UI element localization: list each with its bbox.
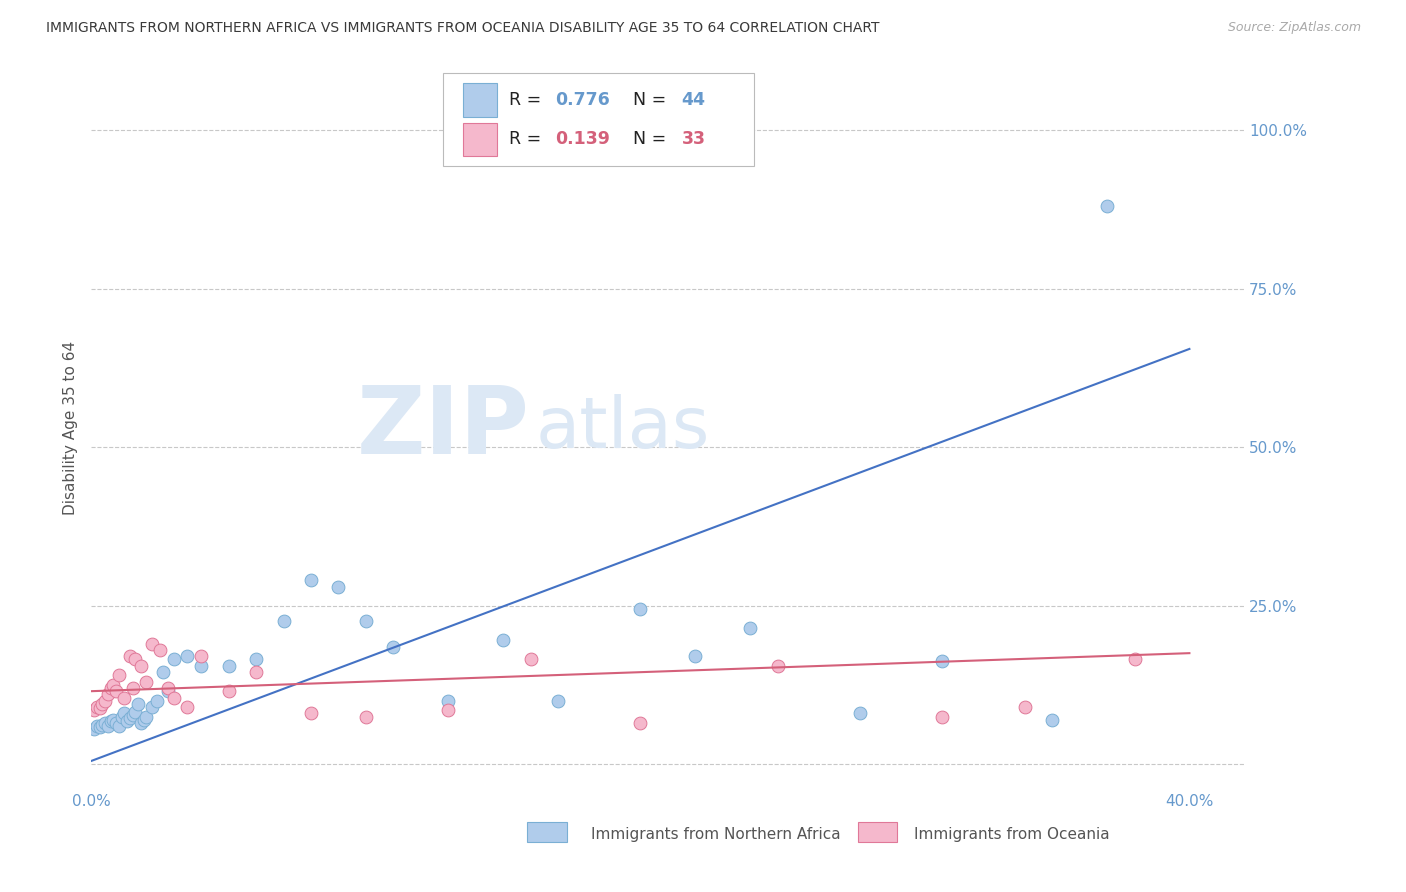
Point	[86, 700, 108, 714]
Point	[108, 668, 131, 682]
Point	[124, 652, 146, 666]
Point	[190, 649, 212, 664]
Text: ZIP: ZIP	[357, 382, 530, 475]
Point	[740, 621, 762, 635]
Point	[129, 715, 152, 730]
Point	[245, 665, 267, 680]
Point	[91, 697, 114, 711]
Point	[105, 715, 128, 730]
Point	[382, 640, 405, 654]
Point	[437, 703, 460, 717]
FancyBboxPatch shape	[463, 84, 498, 117]
Point	[135, 674, 157, 689]
Point	[245, 652, 267, 666]
Point	[1123, 652, 1146, 666]
Point	[121, 707, 143, 722]
Point	[931, 654, 953, 668]
Point	[1095, 199, 1118, 213]
Text: N =: N =	[633, 130, 672, 148]
Point	[354, 615, 377, 629]
Point	[103, 713, 125, 727]
Point	[931, 709, 953, 723]
Point	[157, 681, 180, 695]
Point	[115, 714, 138, 728]
Point	[112, 706, 135, 721]
Point	[118, 649, 141, 664]
Text: IMMIGRANTS FROM NORTHERN AFRICA VS IMMIGRANTS FROM OCEANIA DISABILITY AGE 35 TO : IMMIGRANTS FROM NORTHERN AFRICA VS IMMIG…	[46, 21, 880, 35]
Point	[100, 714, 122, 728]
Point	[132, 713, 155, 727]
Point	[149, 643, 172, 657]
Point	[91, 718, 114, 732]
Point	[1014, 700, 1036, 714]
Point	[547, 694, 569, 708]
FancyBboxPatch shape	[463, 122, 498, 156]
Point	[112, 690, 135, 705]
Point	[141, 700, 163, 714]
Point	[152, 665, 174, 680]
Point	[299, 706, 322, 721]
Text: Source: ZipAtlas.com: Source: ZipAtlas.com	[1227, 21, 1361, 34]
Text: 44: 44	[682, 91, 706, 109]
Point	[83, 703, 105, 717]
Point	[492, 633, 515, 648]
Point	[83, 723, 105, 737]
Point	[273, 615, 295, 629]
Point	[328, 580, 350, 594]
Point	[437, 694, 460, 708]
Point	[118, 711, 141, 725]
Point	[519, 652, 541, 666]
Point	[628, 601, 651, 615]
Point	[218, 658, 240, 673]
Point	[124, 705, 146, 719]
Point	[97, 687, 120, 701]
Point	[685, 649, 707, 664]
Point	[86, 719, 108, 733]
Point	[299, 574, 322, 588]
Text: 33: 33	[682, 130, 706, 148]
FancyBboxPatch shape	[443, 73, 754, 166]
Point	[176, 700, 198, 714]
Point	[110, 709, 132, 723]
Text: 0.776: 0.776	[555, 91, 610, 109]
Point	[354, 709, 377, 723]
Point	[849, 706, 872, 721]
Point	[163, 652, 186, 666]
Point	[1040, 713, 1063, 727]
Text: Immigrants from Northern Africa: Immigrants from Northern Africa	[591, 827, 841, 841]
Text: N =: N =	[633, 91, 672, 109]
Point	[157, 684, 180, 698]
Point	[129, 658, 152, 673]
Point	[218, 684, 240, 698]
Point	[89, 701, 111, 715]
Point	[628, 715, 651, 730]
Text: R =: R =	[509, 130, 547, 148]
Text: 0.139: 0.139	[555, 130, 610, 148]
Text: R =: R =	[509, 91, 547, 109]
Point	[94, 715, 117, 730]
Point	[103, 678, 125, 692]
Point	[105, 684, 128, 698]
Point	[766, 658, 789, 673]
Point	[89, 720, 111, 734]
Point	[127, 697, 149, 711]
Y-axis label: Disability Age 35 to 64: Disability Age 35 to 64	[62, 341, 77, 516]
Point	[146, 694, 169, 708]
Point	[108, 719, 131, 733]
Text: atlas: atlas	[536, 393, 710, 463]
Point	[190, 658, 212, 673]
Point	[94, 694, 117, 708]
Point	[97, 719, 120, 733]
Point	[100, 681, 122, 695]
Point	[141, 637, 163, 651]
Point	[121, 681, 143, 695]
Text: Immigrants from Oceania: Immigrants from Oceania	[914, 827, 1109, 841]
Point	[176, 649, 198, 664]
Point	[135, 709, 157, 723]
Point	[163, 690, 186, 705]
